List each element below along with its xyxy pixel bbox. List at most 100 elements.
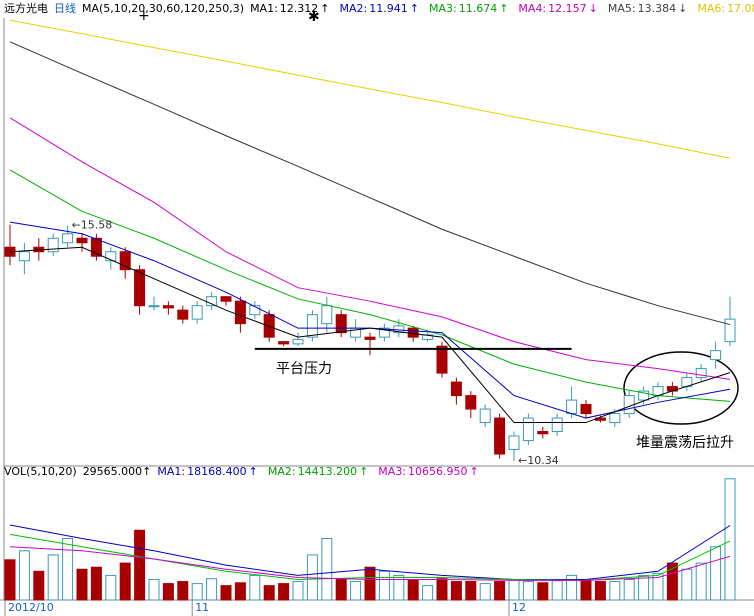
marker-plus: +: [138, 8, 150, 24]
legend-value: 12.312: [280, 2, 319, 15]
candle-body: [724, 318, 736, 343]
candle-body: [306, 314, 318, 338]
volume-bar: [134, 529, 146, 601]
volume-bar: [566, 574, 578, 601]
volume-bar: [537, 582, 549, 601]
volume-bar: [710, 546, 722, 601]
volume-bar: [206, 578, 218, 601]
volume-bar: [350, 581, 362, 601]
volume-bar: [191, 583, 203, 601]
volume-bar: [292, 581, 304, 601]
volume-bar: [119, 562, 131, 601]
candle-body: [364, 336, 376, 340]
volume-bar: [234, 582, 246, 601]
legend-arrow: ↓: [589, 2, 598, 15]
volume-bar: [148, 579, 160, 601]
volume-bar: [278, 583, 290, 601]
candle-body: [508, 435, 520, 451]
candle-body: [494, 417, 506, 455]
price-annotation: ←10.34: [518, 454, 559, 467]
note: 平台压力: [276, 361, 332, 377]
candle-body: [638, 390, 650, 401]
volume-bar: [551, 580, 563, 601]
candle-body: [148, 305, 160, 308]
volume-bar: [105, 574, 117, 601]
volume-bar: [666, 562, 678, 601]
volume-bar: [450, 581, 462, 601]
candle-body: [465, 395, 477, 410]
candle-body: [278, 341, 290, 345]
legend-name: MA6:: [697, 2, 725, 15]
candle-body: [220, 296, 232, 302]
price-annotation: ←15.58: [72, 219, 113, 232]
volume-bar: [249, 574, 261, 601]
ma-line: [9, 41, 731, 326]
legend-name: MA2:: [268, 465, 296, 478]
ma-line: [9, 246, 731, 424]
volume-bar: [335, 579, 347, 601]
legend-name: MA5:: [608, 2, 636, 15]
candle-body: [436, 345, 448, 374]
legend-name: MA3:: [429, 2, 457, 15]
candle-body: [450, 381, 462, 397]
legend-value: 10656.950: [408, 465, 468, 478]
legend-arrow: ↑: [499, 2, 508, 15]
volume-bar: [522, 581, 534, 601]
legend-value: 17.080: [727, 2, 754, 15]
candle-body: [537, 431, 549, 435]
volume-bar: [162, 583, 174, 601]
candle-body: [105, 251, 117, 262]
volume-bar: [652, 572, 664, 601]
volume-bar: [364, 566, 376, 601]
ma-line: [9, 524, 731, 580]
candle-body: [522, 417, 534, 442]
header-text: 日线: [54, 1, 76, 15]
legend-arrow: ↑: [470, 465, 479, 478]
legend-value: 13.384: [638, 2, 677, 15]
date-label: 11: [195, 601, 209, 614]
candle-body: [119, 251, 131, 271]
ma-line: [9, 169, 731, 402]
header-text: MA(5,10,20,30,60,120,250,3): [82, 2, 244, 15]
volume-bar: [62, 538, 74, 601]
legend-value: 11.941: [369, 2, 408, 15]
volume-bar: [407, 579, 419, 601]
volume-bar: [33, 570, 45, 601]
candle-body: [566, 399, 578, 415]
volume-bar: [47, 554, 59, 601]
candle-body: [479, 408, 491, 424]
candle-body: [292, 338, 304, 345]
candle-body: [47, 237, 59, 253]
volume-bar: [378, 570, 390, 601]
volume-bar: [638, 574, 650, 601]
volume-bar: [321, 538, 333, 601]
volume-bar: [18, 550, 30, 601]
volume-bar: [465, 581, 477, 601]
header-text: 29565.000↑: [83, 465, 152, 478]
volume-bar: [422, 585, 434, 601]
candle-body: [666, 386, 678, 392]
ma-line: [9, 19, 731, 159]
legend-name: MA4:: [518, 2, 546, 15]
legend-arrow: ↓: [678, 2, 687, 15]
candle-body: [695, 368, 707, 379]
volume-bar: [436, 578, 448, 601]
volume-bar: [623, 579, 635, 601]
volume-bar: [695, 562, 707, 601]
header-text: VOL(5,10,20): [4, 465, 77, 478]
candle-body: [580, 404, 592, 415]
volume-bar: [724, 478, 736, 601]
candle-body: [249, 305, 261, 316]
volume-bar: [508, 579, 520, 601]
candle-body: [76, 237, 88, 244]
candle-body: [162, 305, 174, 309]
highlight-ellipse: [623, 351, 739, 425]
volume-bar: [609, 581, 621, 601]
legend-arrow: ↑: [320, 2, 329, 15]
candle-body: [177, 309, 189, 320]
volume-bar: [393, 574, 405, 601]
volume-bar: [263, 585, 275, 601]
volume-bar: [594, 581, 606, 601]
legend-arrow: ↑: [359, 465, 368, 478]
